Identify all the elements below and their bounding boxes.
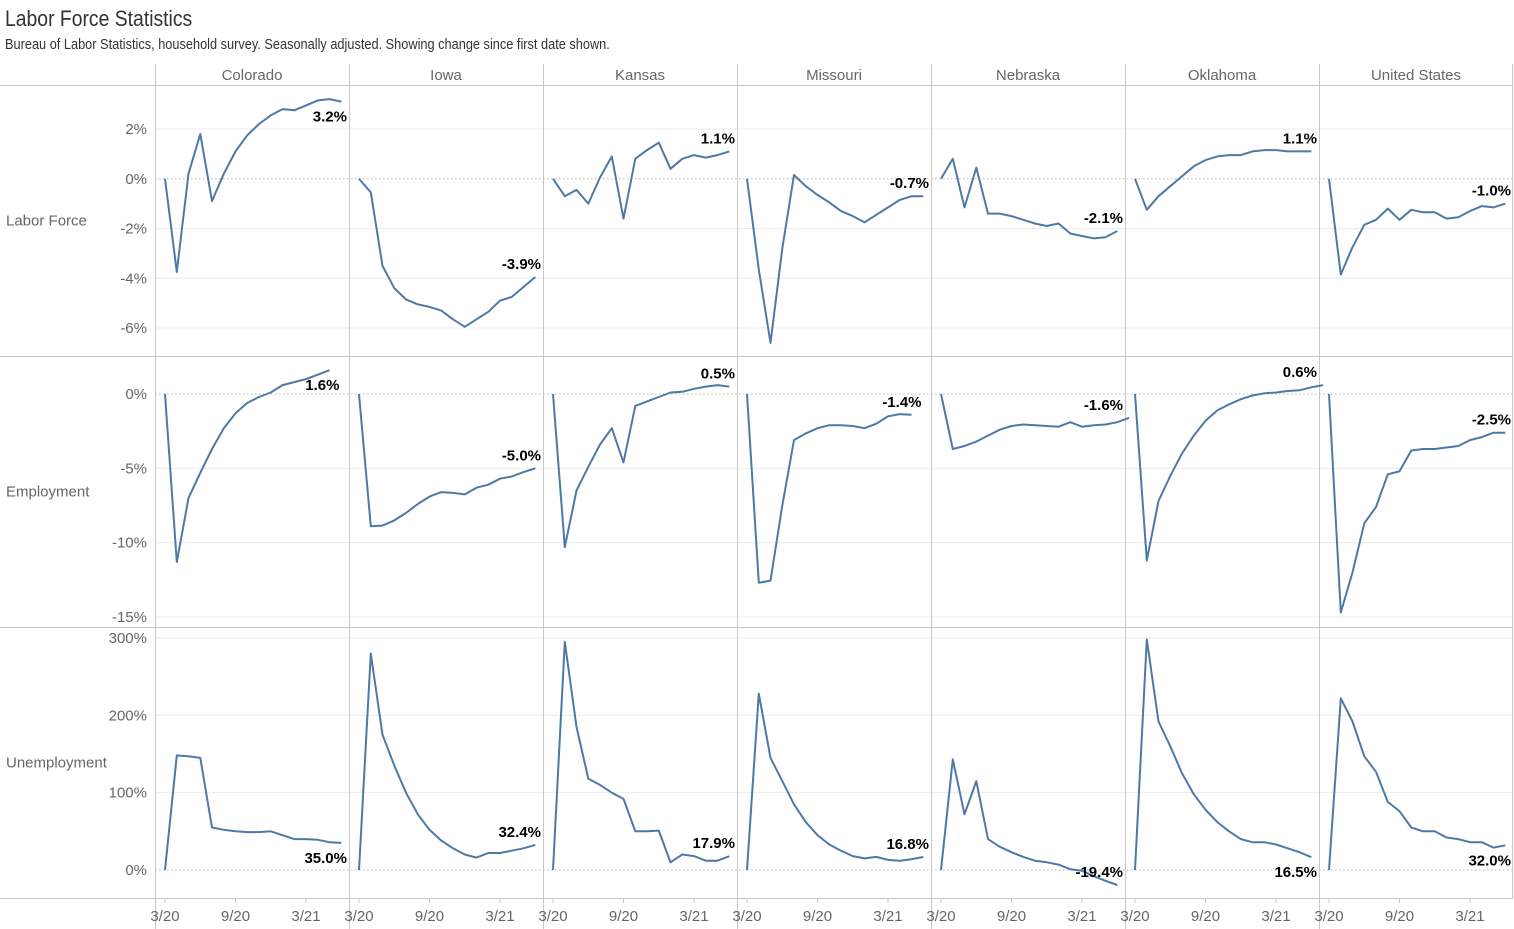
end-label-employment-colorado: 1.6% [305, 377, 339, 394]
end-label-employment-kansas: 0.5% [701, 366, 735, 383]
end-label-employment-iowa: -5.0% [502, 447, 541, 464]
column-header-nebraska: Nebraska [996, 67, 1061, 84]
y-tick-label-labor-force: -2% [120, 221, 147, 238]
row-label-unemployment: Unemployment [6, 755, 108, 772]
x-tick-label-nebraska: 9/20 [997, 908, 1026, 925]
end-label-labor-force-oklahoma: 1.1% [1283, 130, 1317, 147]
x-tick-label-iowa: 3/20 [344, 908, 373, 925]
x-tick-label-colorado: 9/20 [221, 908, 250, 925]
x-tick-label-nebraska: 3/21 [1067, 908, 1096, 925]
end-label-employment-missouri: -1.4% [882, 394, 921, 411]
series-line-unemployment-nebraska [940, 758, 1118, 886]
x-tick-label-missouri: 3/21 [873, 908, 902, 925]
x-tick-label-iowa: 9/20 [415, 908, 444, 925]
x-tick-label-kansas: 9/20 [609, 908, 638, 925]
y-tick-label-employment: -15% [112, 609, 147, 626]
y-tick-label-labor-force: -6% [120, 320, 147, 337]
end-label-labor-force-iowa: -3.9% [502, 256, 541, 273]
row-label-employment: Employment [6, 484, 90, 501]
x-tick-label-united-states: 3/20 [1314, 908, 1343, 925]
series-line-employment-colorado [164, 369, 330, 563]
end-label-unemployment-united-states: 32.0% [1468, 852, 1511, 869]
x-tick-label-iowa: 3/21 [485, 908, 514, 925]
x-tick-label-missouri: 9/20 [803, 908, 832, 925]
x-tick-label-colorado: 3/20 [150, 908, 179, 925]
x-tick-label-kansas: 3/21 [679, 908, 708, 925]
chart-subtitle: Bureau of Labor Statistics, household su… [5, 37, 610, 53]
x-tick-label-united-states: 9/20 [1385, 908, 1414, 925]
end-label-unemployment-kansas: 17.9% [692, 835, 735, 852]
x-tick-label-united-states: 3/21 [1455, 908, 1484, 925]
end-label-employment-oklahoma: 0.6% [1283, 364, 1317, 381]
x-tick-label-oklahoma: 3/21 [1261, 908, 1290, 925]
y-tick-label-employment: 0% [125, 386, 147, 403]
end-label-unemployment-colorado: 35.0% [304, 850, 347, 867]
series-line-unemployment-colorado [164, 754, 342, 871]
series-line-unemployment-kansas [552, 640, 730, 871]
end-label-employment-united-states: -2.5% [1472, 412, 1511, 429]
end-label-unemployment-oklahoma: 16.5% [1274, 864, 1317, 881]
chart-title: Labor Force Statistics [5, 6, 193, 31]
y-tick-label-labor-force: 0% [125, 171, 147, 188]
end-label-unemployment-iowa: 32.4% [498, 824, 541, 841]
column-header-iowa: Iowa [430, 67, 462, 84]
series-line-labor-force-nebraska [940, 157, 1118, 240]
series-line-employment-iowa [358, 393, 536, 528]
end-label-labor-force-united-states: -1.0% [1472, 183, 1511, 200]
y-tick-label-labor-force: -4% [120, 270, 147, 287]
series-line-unemployment-iowa [358, 652, 536, 871]
series-line-employment-oklahoma [1134, 384, 1324, 562]
column-header-united-states: United States [1371, 67, 1461, 84]
end-label-employment-nebraska: -1.6% [1084, 397, 1123, 414]
y-tick-label-unemployment: 300% [109, 630, 147, 647]
x-tick-label-oklahoma: 3/20 [1120, 908, 1149, 925]
series-line-labor-force-colorado [164, 98, 342, 273]
column-header-colorado: Colorado [222, 67, 283, 84]
x-tick-label-colorado: 3/21 [291, 908, 320, 925]
y-tick-label-unemployment: 0% [125, 862, 147, 879]
y-tick-label-unemployment: 200% [109, 707, 147, 724]
y-tick-label-employment: -5% [120, 460, 147, 477]
series-line-labor-force-kansas [552, 141, 730, 220]
column-header-missouri: Missouri [806, 67, 862, 84]
y-tick-label-labor-force: 2% [125, 121, 147, 138]
y-tick-label-employment: -10% [112, 535, 147, 552]
end-label-labor-force-missouri: -0.7% [890, 175, 929, 192]
series-line-unemployment-united-states [1328, 697, 1506, 871]
series-line-employment-united-states [1328, 393, 1506, 614]
series-line-labor-force-iowa [358, 178, 536, 328]
series-line-unemployment-oklahoma [1134, 638, 1312, 871]
series-line-labor-force-oklahoma [1134, 149, 1312, 211]
end-label-unemployment-missouri: 16.8% [886, 836, 929, 853]
series-line-unemployment-missouri [746, 692, 924, 871]
column-header-oklahoma: Oklahoma [1188, 67, 1257, 84]
x-tick-label-oklahoma: 9/20 [1191, 908, 1220, 925]
end-label-labor-force-colorado: 3.2% [313, 109, 347, 126]
series-line-labor-force-missouri [746, 174, 924, 344]
x-tick-label-nebraska: 3/20 [926, 908, 955, 925]
end-label-unemployment-nebraska: -19.4% [1075, 864, 1123, 881]
x-tick-label-kansas: 3/20 [538, 908, 567, 925]
x-tick-label-missouri: 3/20 [732, 908, 761, 925]
y-tick-label-unemployment: 100% [109, 785, 147, 802]
row-label-labor-force: Labor Force [6, 213, 87, 230]
series-line-employment-kansas [552, 384, 730, 549]
series-line-employment-nebraska [940, 393, 1130, 450]
end-label-labor-force-nebraska: -2.1% [1084, 210, 1123, 227]
series-line-employment-missouri [746, 393, 912, 584]
end-label-labor-force-kansas: 1.1% [701, 130, 735, 147]
column-header-kansas: Kansas [615, 67, 665, 84]
series-line-labor-force-united-states [1328, 178, 1506, 276]
